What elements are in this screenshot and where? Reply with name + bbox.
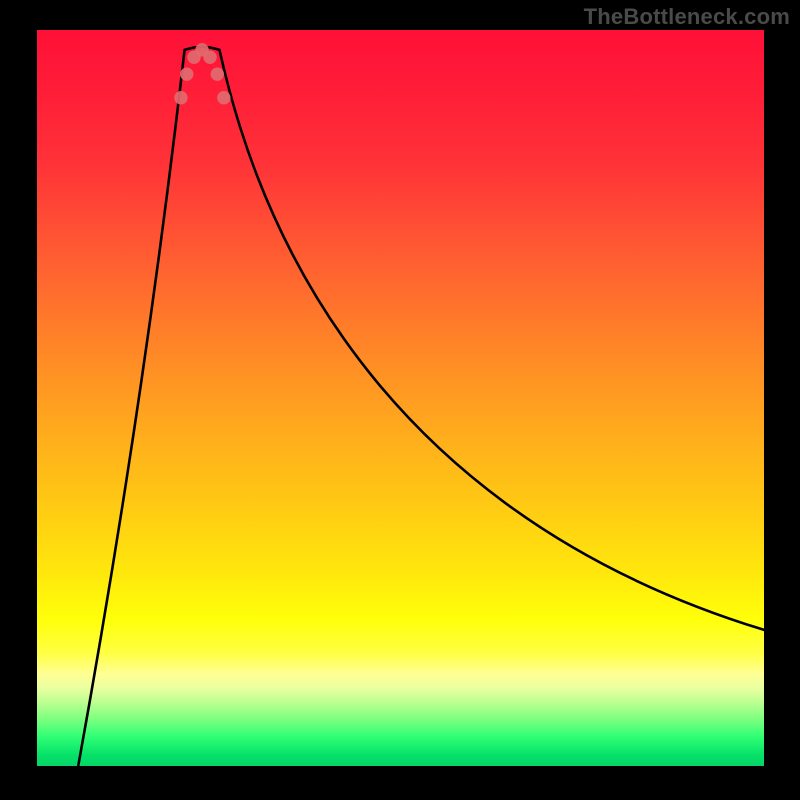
highlight-marker (180, 67, 193, 80)
chart-svg (0, 0, 800, 800)
highlight-marker (217, 91, 230, 104)
highlight-marker (203, 51, 216, 64)
plot-area (37, 30, 764, 766)
highlight-marker (174, 91, 187, 104)
highlight-marker (211, 67, 224, 80)
chart-stage: TheBottleneck.com (0, 0, 800, 800)
